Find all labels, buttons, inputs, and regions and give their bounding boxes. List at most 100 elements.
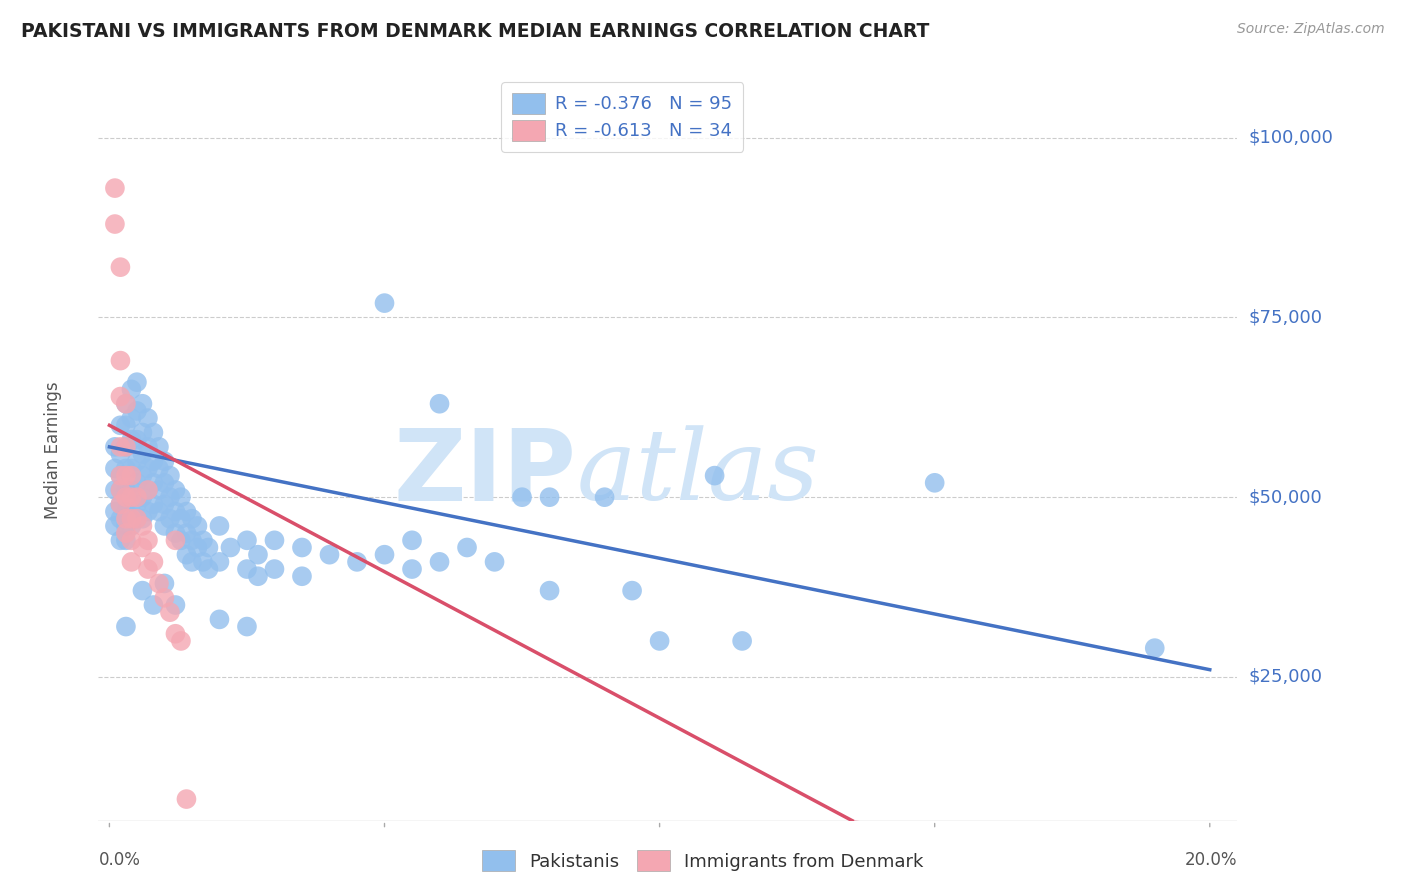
Point (159, 490, 181, 504)
Point (176, 792, 198, 806)
Point (401, 533, 423, 548)
Point (110, 512, 132, 526)
Point (181, 533, 204, 548)
Point (110, 353, 132, 368)
Point (131, 512, 153, 526)
Point (110, 447, 132, 461)
Point (159, 468, 181, 483)
Point (115, 490, 138, 504)
Point (159, 512, 181, 526)
Point (142, 497, 165, 511)
Point (153, 497, 176, 511)
Point (429, 397, 451, 411)
Point (115, 619, 138, 633)
Point (110, 483, 132, 497)
Point (125, 512, 148, 526)
Point (115, 519, 138, 533)
Point (136, 411, 159, 425)
Point (373, 548, 395, 562)
Point (142, 475, 165, 490)
Point (153, 475, 176, 490)
Point (197, 562, 219, 576)
Point (110, 390, 132, 404)
Point (131, 490, 153, 504)
Point (219, 541, 242, 555)
Point (104, 440, 127, 454)
Point (115, 440, 138, 454)
Text: PAKISTANI VS IMMIGRANTS FROM DENMARK MEDIAN EARNINGS CORRELATION CHART: PAKISTANI VS IMMIGRANTS FROM DENMARK MED… (21, 22, 929, 41)
Point (346, 555, 368, 569)
Point (131, 541, 153, 555)
Point (153, 454, 176, 468)
Point (104, 217, 127, 231)
Point (110, 497, 132, 511)
Point (373, 296, 395, 310)
Point (165, 483, 187, 497)
Point (153, 519, 176, 533)
Point (165, 533, 187, 548)
Point (197, 541, 219, 555)
Point (120, 383, 142, 397)
Point (703, 468, 725, 483)
Point (263, 533, 285, 548)
Point (110, 468, 132, 483)
Point (136, 562, 159, 576)
Point (131, 468, 153, 483)
Point (246, 569, 269, 583)
Text: Median Earnings: Median Earnings (44, 382, 62, 519)
Point (115, 418, 138, 433)
Point (110, 468, 132, 483)
Point (131, 425, 153, 440)
Point (1143, 641, 1166, 656)
Point (104, 461, 127, 475)
Point (136, 483, 159, 497)
Point (125, 433, 148, 447)
Point (125, 404, 148, 418)
Point (142, 598, 165, 612)
Point (110, 440, 132, 454)
Point (153, 576, 176, 591)
Point (236, 562, 259, 576)
Point (731, 634, 754, 648)
Point (165, 504, 187, 518)
Point (181, 512, 204, 526)
Point (104, 483, 127, 497)
Point (429, 555, 451, 569)
Point (924, 475, 946, 490)
Point (120, 411, 142, 425)
Text: 0.0%: 0.0% (98, 851, 141, 869)
Point (148, 504, 170, 518)
Point (115, 440, 138, 454)
Point (120, 512, 142, 526)
Text: atlas: atlas (576, 425, 820, 520)
Point (456, 541, 478, 555)
Point (236, 619, 259, 633)
Point (142, 425, 165, 440)
Point (120, 468, 142, 483)
Point (104, 181, 127, 195)
Point (181, 555, 204, 569)
Point (120, 433, 142, 447)
Point (538, 583, 561, 598)
Point (148, 576, 170, 591)
Point (115, 397, 138, 411)
Point (191, 533, 214, 548)
Point (120, 461, 142, 475)
Point (115, 533, 138, 548)
Point (538, 490, 561, 504)
Point (125, 497, 148, 511)
Point (136, 440, 159, 454)
Point (148, 440, 170, 454)
Point (170, 533, 193, 548)
Text: $100,000: $100,000 (1249, 128, 1333, 147)
Point (110, 483, 132, 497)
Point (110, 260, 132, 275)
Point (148, 483, 170, 497)
Point (136, 483, 159, 497)
Point (104, 504, 127, 518)
Point (136, 533, 159, 548)
Point (186, 541, 208, 555)
Point (484, 555, 506, 569)
Point (131, 519, 153, 533)
Point (153, 591, 176, 605)
